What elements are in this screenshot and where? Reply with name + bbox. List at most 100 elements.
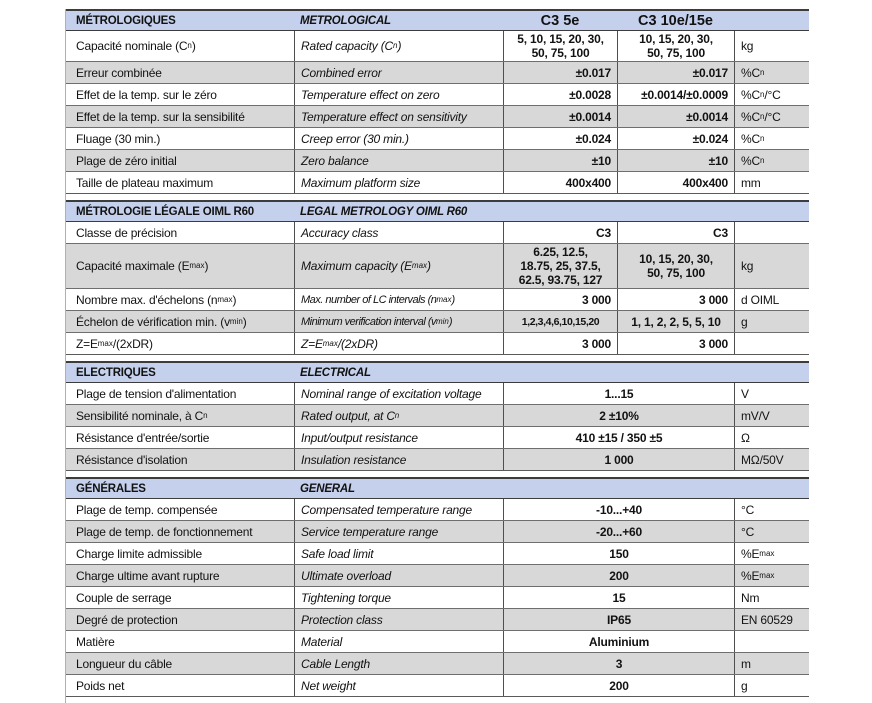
section-header-row: ELECTRIQUES ELECTRICAL bbox=[66, 361, 809, 383]
spec-value-model2: ±10 bbox=[617, 150, 734, 171]
spec-label-en: Maximum capacity (E max) bbox=[294, 244, 503, 288]
spec-unit: %C n/°C bbox=[734, 106, 808, 127]
spec-label-en: Cable Length bbox=[294, 653, 503, 674]
table-row: Classe de précision Accuracy class C3 C3 bbox=[66, 222, 809, 243]
spec-label-fr: Plage de temp. compensée bbox=[76, 502, 218, 517]
spec-value-model1: 5, 10, 15, 20, 30, 50, 75, 100 bbox=[503, 31, 617, 61]
spec-unit: °C bbox=[734, 499, 808, 520]
spec-value-merged: 200 bbox=[503, 675, 734, 696]
table-row: Effet de la temp. sur la sensibilité Temp… bbox=[66, 105, 809, 127]
section-header-row: MÉTROLOGIE LÉGALE OIML R60 LEGAL METROLOG… bbox=[66, 200, 809, 222]
table-row: Capacité maximale (E max) Maximum capacity… bbox=[66, 243, 809, 288]
spec-section: ELECTRIQUES ELECTRICAL Plage de tension d'… bbox=[66, 361, 809, 471]
table-row: Capacité nominale (C n) Rated capacity (C n… bbox=[66, 31, 809, 61]
section-title-en: LEGAL METROLOGY OIML R60 bbox=[300, 205, 468, 218]
section-title-en: METROLOGICAL bbox=[300, 14, 391, 27]
spec-label-fr: Résistance d'isolation bbox=[76, 452, 188, 467]
table-row: Matière Material Aluminium bbox=[66, 630, 809, 652]
spec-label-en: Compensated temperature range bbox=[294, 499, 503, 520]
spec-label-fr: Matière bbox=[76, 634, 115, 649]
model-header-1 bbox=[503, 202, 617, 221]
spec-label-fr: Échelon de vérification min. (v min) bbox=[76, 314, 247, 329]
spec-label-en: Max. number of LC intervals (n max) bbox=[294, 289, 503, 310]
model-header-2 bbox=[617, 202, 734, 221]
spec-section: MÉTROLOGIQUES METROLOGICAL C3 5e C3 10e/15e… bbox=[66, 9, 809, 194]
spec-unit: V bbox=[734, 383, 808, 404]
spec-value-merged: 2 ±10% bbox=[503, 405, 734, 426]
spec-value-model2: 1, 1, 2, 2, 5, 5, 10 bbox=[617, 311, 734, 332]
spec-unit: kg bbox=[734, 31, 808, 61]
table-row: Effet de la temp. sur le zéro Temperature… bbox=[66, 83, 809, 105]
spec-label-fr: Capacité nominale (C n) bbox=[76, 39, 196, 53]
spec-section: MÉTROLOGIE LÉGALE OIML R60 LEGAL METROLOG… bbox=[66, 200, 809, 355]
spec-label-en: Tightening torque bbox=[294, 587, 503, 608]
spec-unit bbox=[734, 631, 808, 652]
table-row: Fluage (30 min.) Creep error (30 min.) ±0.… bbox=[66, 127, 809, 149]
spec-label-fr: Erreur combinée bbox=[76, 65, 162, 80]
section-title-fr: MÉTROLOGIE LÉGALE OIML R60 bbox=[76, 205, 254, 218]
spec-label-fr: Classe de précision bbox=[76, 225, 177, 240]
spec-label-en: Minimum verification interval (v min) bbox=[294, 311, 503, 332]
spec-label-en: Temperature effect on sensitivity bbox=[294, 106, 503, 127]
model-header-1 bbox=[503, 363, 617, 382]
table-row: Plage de zéro initial Zero balance ±10 ±10%… bbox=[66, 149, 809, 171]
spec-unit: d OIML bbox=[734, 289, 808, 310]
spec-label-fr: Couple de serrage bbox=[76, 590, 172, 605]
spec-label-en: Maximum platform size bbox=[294, 172, 503, 193]
table-row: Degré de protection Protection class IP65 E… bbox=[66, 608, 809, 630]
spec-unit: MΩ/50V bbox=[734, 449, 808, 470]
spec-label-en: Rated capacity (C n) bbox=[294, 31, 503, 61]
spec-unit: kg bbox=[734, 244, 808, 288]
spec-label-en: Z=E max/(2xDR) bbox=[294, 333, 503, 354]
model-header-1: C3 5e bbox=[540, 12, 580, 29]
model-header-2 bbox=[617, 363, 734, 382]
unit-header bbox=[734, 11, 808, 30]
spec-label-fr: Effet de la temp. sur la sensibilité bbox=[76, 109, 245, 124]
spec-value-model2: ±0.0014 bbox=[617, 106, 734, 127]
spec-label-en: Creep error (30 min.) bbox=[294, 128, 503, 149]
spec-label-fr: Capacité maximale (E max) bbox=[76, 259, 209, 273]
spec-label-fr: Z=E max/(2xDR) bbox=[76, 336, 153, 351]
table-row: Charge limite admissible Safe load limit 1… bbox=[66, 542, 809, 564]
spec-value-model1: 3 000 bbox=[503, 333, 617, 354]
section-title-en: ELECTRICAL bbox=[300, 366, 371, 379]
spec-unit: %E max bbox=[734, 543, 808, 564]
spec-table: MÉTROLOGIQUES METROLOGICAL C3 5e C3 10e/15e… bbox=[65, 9, 809, 703]
table-row: Taille de plateau maximum Maximum platfor… bbox=[66, 171, 809, 193]
spec-label-en: Temperature effect on zero bbox=[294, 84, 503, 105]
spec-label-fr: Plage de zéro initial bbox=[76, 153, 177, 168]
spec-unit: Ω bbox=[734, 427, 808, 448]
table-row: Z=E max/(2xDR) Z=E max/(2xDR) 3 000 3 000 bbox=[66, 332, 809, 354]
section-title-en: GENERAL bbox=[300, 482, 355, 495]
spec-label-fr: Charge limite admissible bbox=[76, 546, 202, 561]
spec-value-model2: C3 bbox=[617, 222, 734, 243]
datasheet-page: MÉTROLOGIQUES METROLOGICAL C3 5e C3 10e/15e… bbox=[65, 9, 809, 703]
spec-label-en: Net weight bbox=[294, 675, 503, 696]
spec-value-merged: 150 bbox=[503, 543, 734, 564]
spec-value-merged: -20...+60 bbox=[503, 521, 734, 542]
spec-value-merged: 410 ±15 / 350 ±5 bbox=[503, 427, 734, 448]
spec-value-model1: 1,2,3,4,6,10,15,20 bbox=[503, 311, 617, 332]
table-row: Longueur du câble Cable Length 3 m bbox=[66, 652, 809, 674]
spec-unit: %C n bbox=[734, 128, 808, 149]
spec-label-fr: Poids net bbox=[76, 678, 125, 693]
spec-unit: g bbox=[734, 675, 808, 696]
spec-label-en: Service temperature range bbox=[294, 521, 503, 542]
spec-value-model2: 400x400 bbox=[617, 172, 734, 193]
spec-value-model2: 3 000 bbox=[617, 333, 734, 354]
table-row: Résistance d'entrée/sortie Input/output r… bbox=[66, 426, 809, 448]
spec-unit: %C n bbox=[734, 62, 808, 83]
spec-label-fr: Degré de protection bbox=[76, 612, 178, 627]
spec-value-merged: -10...+40 bbox=[503, 499, 734, 520]
spec-value-model1: C3 bbox=[503, 222, 617, 243]
table-row: Couple de serrage Tightening torque 15 Nm bbox=[66, 586, 809, 608]
spec-label-fr: Fluage (30 min.) bbox=[76, 131, 161, 146]
spec-label-fr: Longueur du câble bbox=[76, 656, 173, 671]
spec-value-model1: ±0.017 bbox=[503, 62, 617, 83]
spec-label-en: Ultimate overload bbox=[294, 565, 503, 586]
spec-label-en: Combined error bbox=[294, 62, 503, 83]
section-title-fr: MÉTROLOGIQUES bbox=[76, 14, 176, 27]
spec-value-merged: 200 bbox=[503, 565, 734, 586]
